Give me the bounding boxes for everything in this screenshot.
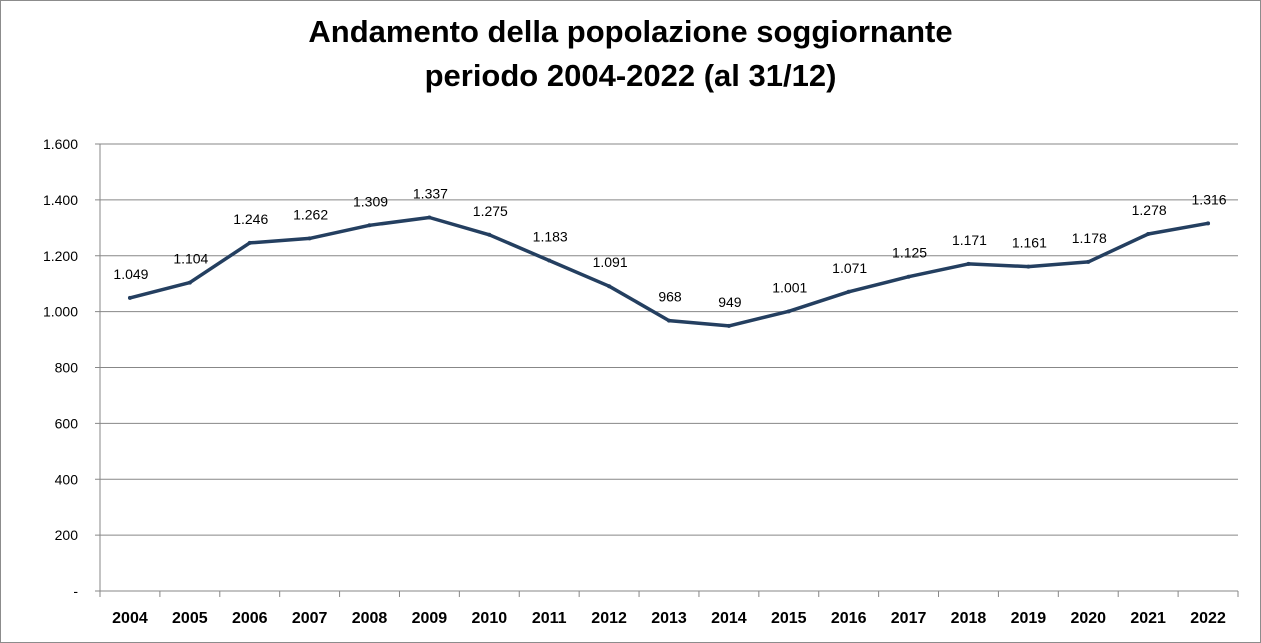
data-point-2012 (607, 284, 612, 289)
data-label-2010: 1.275 (473, 203, 508, 219)
x-tick-label-2015: 2015 (771, 610, 807, 627)
data-label-2008: 1.309 (353, 193, 388, 209)
data-point-2018 (966, 261, 971, 266)
axes (95, 143, 1239, 597)
x-tick-label-2008: 2008 (352, 610, 388, 627)
x-tick-label-2009: 2009 (412, 610, 448, 627)
data-point-2015 (786, 309, 791, 314)
data-labels: 1.049 1.104 1.246 1.262 1.309 1.337 1.275 1.183… (113, 185, 1226, 309)
data-label-2007: 1.262 (293, 206, 328, 222)
data-point-2007 (307, 236, 312, 241)
series-line-group (127, 215, 1211, 328)
data-label-2011: 1.183 (533, 228, 568, 244)
data-label-2022: 1.316 (1192, 191, 1227, 207)
x-tick-label-2004: 2004 (112, 610, 148, 627)
data-point-2010 (487, 232, 492, 237)
data-point-2004 (127, 295, 132, 300)
data-label-2004: 1.049 (113, 266, 148, 282)
y-tick-label: 1.000 (43, 304, 78, 320)
x-tick-label-2013: 2013 (651, 610, 687, 627)
x-tick-label-2019: 2019 (1011, 610, 1047, 627)
x-tick-label-2007: 2007 (292, 610, 328, 627)
gridlines (100, 143, 1238, 536)
data-point-2005 (187, 280, 192, 285)
data-point-2019 (1026, 264, 1031, 269)
data-point-2013 (667, 318, 671, 323)
data-point-2006 (247, 240, 252, 245)
data-label-2019: 1.161 (1012, 235, 1047, 251)
x-tick-label-2020: 2020 (1070, 610, 1106, 627)
chart-title: Andamento della popolazione soggiornante… (0, 10, 1261, 98)
data-label-2013: 968 (658, 289, 682, 305)
y-tick-label: 400 (55, 471, 79, 487)
data-label-2014: 949 (718, 294, 742, 310)
x-axis-tick-labels: 2004 2005 2006 2007 2008 2009 2010 2011 2012 2013… (112, 610, 1226, 627)
data-point-2008 (367, 223, 372, 228)
data-point-2016 (846, 289, 851, 294)
data-point-2017 (906, 274, 911, 279)
x-tick-label-2021: 2021 (1130, 610, 1166, 627)
chart-title-line-1: Andamento della popolazione soggiornante (308, 14, 953, 49)
y-tick-label: 1.600 (43, 136, 78, 152)
x-tick-label-2016: 2016 (831, 610, 867, 627)
x-tick-label-2018: 2018 (951, 610, 987, 627)
x-tick-label-2006: 2006 (232, 610, 268, 627)
chart-title-line-2: periodo 2004-2022 (al 31/12) (424, 58, 837, 93)
data-label-2005: 1.104 (173, 251, 208, 267)
x-tick-label-2011: 2011 (532, 610, 567, 627)
data-label-2006: 1.246 (233, 211, 268, 227)
y-tick-label: 600 (55, 415, 79, 431)
data-point-2011 (547, 258, 552, 263)
x-tick-label-2010: 2010 (472, 610, 508, 627)
y-tick-label: 1.400 (43, 192, 78, 208)
data-label-2020: 1.178 (1072, 230, 1107, 246)
data-label-2018: 1.171 (952, 232, 987, 248)
data-label-2009: 1.337 (413, 185, 448, 201)
data-label-2015: 1.001 (772, 279, 807, 295)
x-tick-label-2017: 2017 (891, 610, 927, 627)
x-tick-label-2014: 2014 (711, 610, 747, 627)
x-tick-label-2022: 2022 (1190, 610, 1226, 627)
data-point-2020 (1086, 259, 1091, 264)
y-tick-label: 200 (55, 527, 79, 543)
data-point-2014 (726, 323, 731, 328)
y-tick-label: - (73, 583, 78, 599)
data-point-2021 (1146, 231, 1151, 236)
x-tick-label-2012: 2012 (591, 610, 627, 627)
data-label-2017: 1.125 (892, 245, 927, 261)
x-tick-label-2005: 2005 (172, 610, 208, 627)
y-tick-label: 1.200 (43, 248, 78, 264)
y-axis-tick-labels: - 200 400 600 800 1.000 1.200 1.400 1.600 (43, 136, 78, 599)
y-tick-label: 800 (55, 360, 79, 376)
data-point-2022 (1206, 221, 1211, 226)
data-label-2021: 1.278 (1132, 202, 1167, 218)
data-label-2012: 1.091 (593, 254, 628, 270)
data-point-2009 (427, 215, 432, 220)
data-label-2016: 1.071 (832, 260, 867, 276)
